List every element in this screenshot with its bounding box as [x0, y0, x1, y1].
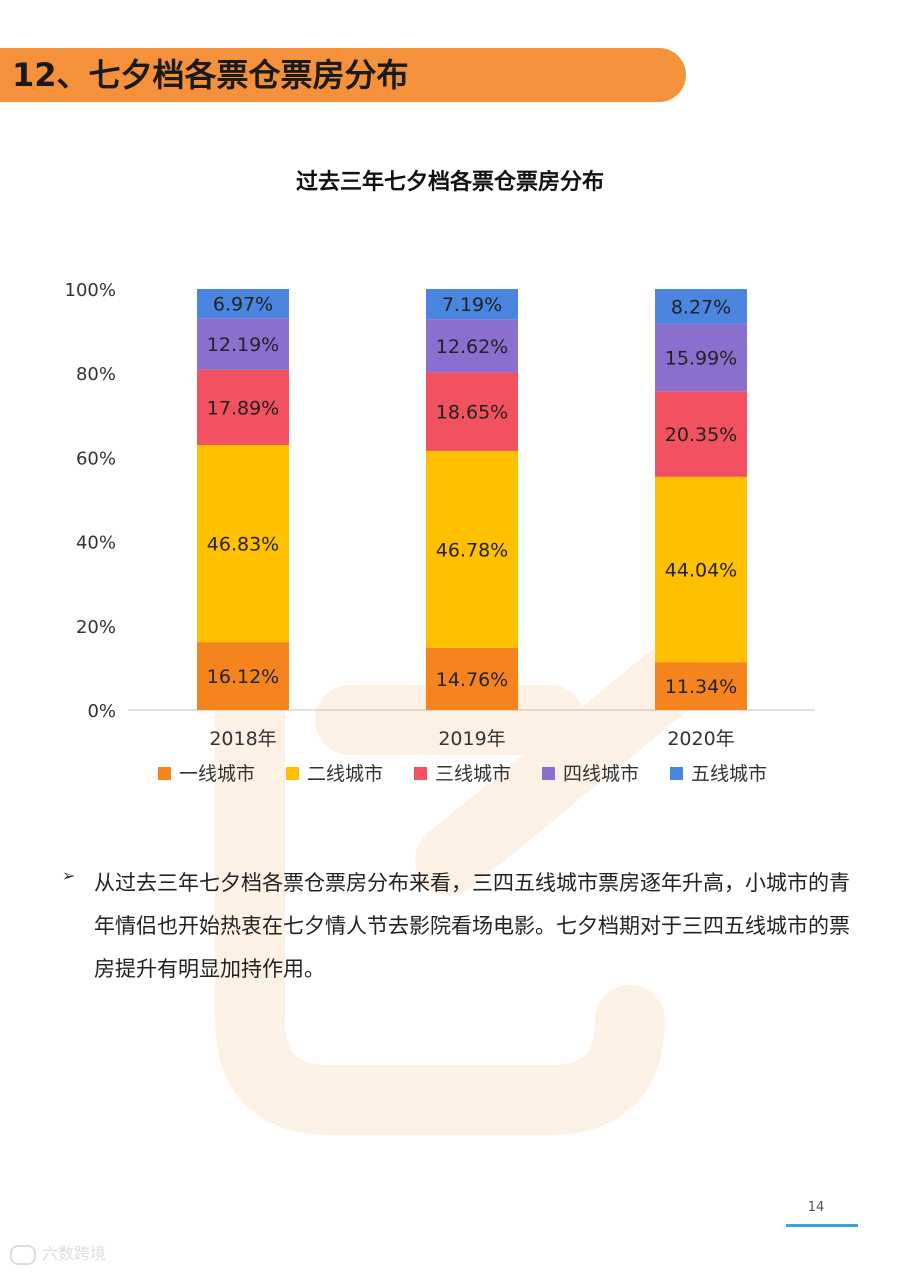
legend-swatch [158, 767, 171, 780]
brand-name: 六数跨境 [42, 1244, 107, 1263]
data-label: 18.65% [436, 402, 508, 424]
bar-segment [197, 289, 289, 319]
x-tick-label: 2020年 [667, 728, 734, 750]
x-tick-label: 2018年 [209, 728, 276, 750]
bar-segment [426, 372, 518, 451]
data-label: 15.99% [665, 348, 737, 370]
x-tick-label: 2019年 [438, 728, 505, 750]
bar-segment [655, 391, 747, 477]
data-label: 20.35% [665, 424, 737, 446]
stacked-bar-chart: 0% 20% 40% 60% 80% 100% 16.12% 46.83% 17.89% 12.1… [65, 280, 815, 785]
legend-swatch [670, 767, 683, 780]
data-label: 12.62% [436, 336, 508, 358]
brand-logo-icon [10, 1244, 36, 1265]
data-label: 6.97% [213, 294, 273, 316]
data-label: 11.34% [665, 676, 737, 698]
data-label: 46.83% [207, 534, 279, 556]
section-title: 12、七夕档各票仓票房分布 [12, 56, 409, 94]
bar-segment [197, 642, 289, 710]
legend-swatch [542, 767, 555, 780]
bar-segment [655, 323, 747, 392]
legend-label: 一线城市 [179, 763, 255, 785]
bar-segment [197, 444, 289, 643]
bar-segment [426, 647, 518, 710]
data-label: 46.78% [436, 539, 508, 561]
bar-segment [426, 289, 518, 320]
bar-segment [655, 289, 747, 324]
legend-label: 二线城市 [307, 763, 383, 785]
data-label: 14.76% [436, 669, 508, 691]
data-label: 7.19% [442, 294, 502, 316]
chart-title: 过去三年七夕档各票仓票房分布 [295, 170, 604, 195]
brand-watermark: 六数跨境 [10, 1240, 106, 1265]
page-number: 14 [807, 1200, 825, 1215]
y-tick-label: 40% [76, 533, 116, 554]
data-label: 44.04% [665, 560, 737, 582]
bar-segment [426, 319, 518, 373]
y-tick-label: 20% [76, 617, 116, 638]
legend-label: 四线城市 [563, 763, 639, 785]
legend-label: 五线城市 [691, 763, 767, 785]
page-number-underline [786, 1224, 858, 1227]
data-label: 8.27% [671, 296, 731, 318]
bar-segment [197, 318, 289, 370]
bullet-arrow-icon: ➢ [62, 866, 76, 885]
bar-segment [197, 369, 289, 445]
y-tick-label: 60% [76, 448, 116, 469]
bar-segment [426, 450, 518, 648]
legend-swatch [286, 767, 299, 780]
summary-paragraph: 从过去三年七夕档各票仓票房分布来看，三四五线城市票房逐年升高，小城市的青年情侣也… [94, 871, 850, 981]
legend-label: 三线城市 [435, 763, 511, 785]
y-tick-label: 80% [76, 364, 116, 385]
section-header-bar: 12、七夕档各票仓票房分布 [0, 48, 686, 102]
data-label: 17.89% [207, 397, 279, 419]
legend-swatch [414, 767, 427, 780]
y-tick-label: 100% [65, 280, 116, 301]
data-label: 12.19% [207, 334, 279, 356]
bar-segment [655, 662, 747, 710]
bar-segment [655, 476, 747, 663]
data-label: 16.12% [207, 666, 279, 688]
y-tick-label: 0% [87, 701, 116, 722]
